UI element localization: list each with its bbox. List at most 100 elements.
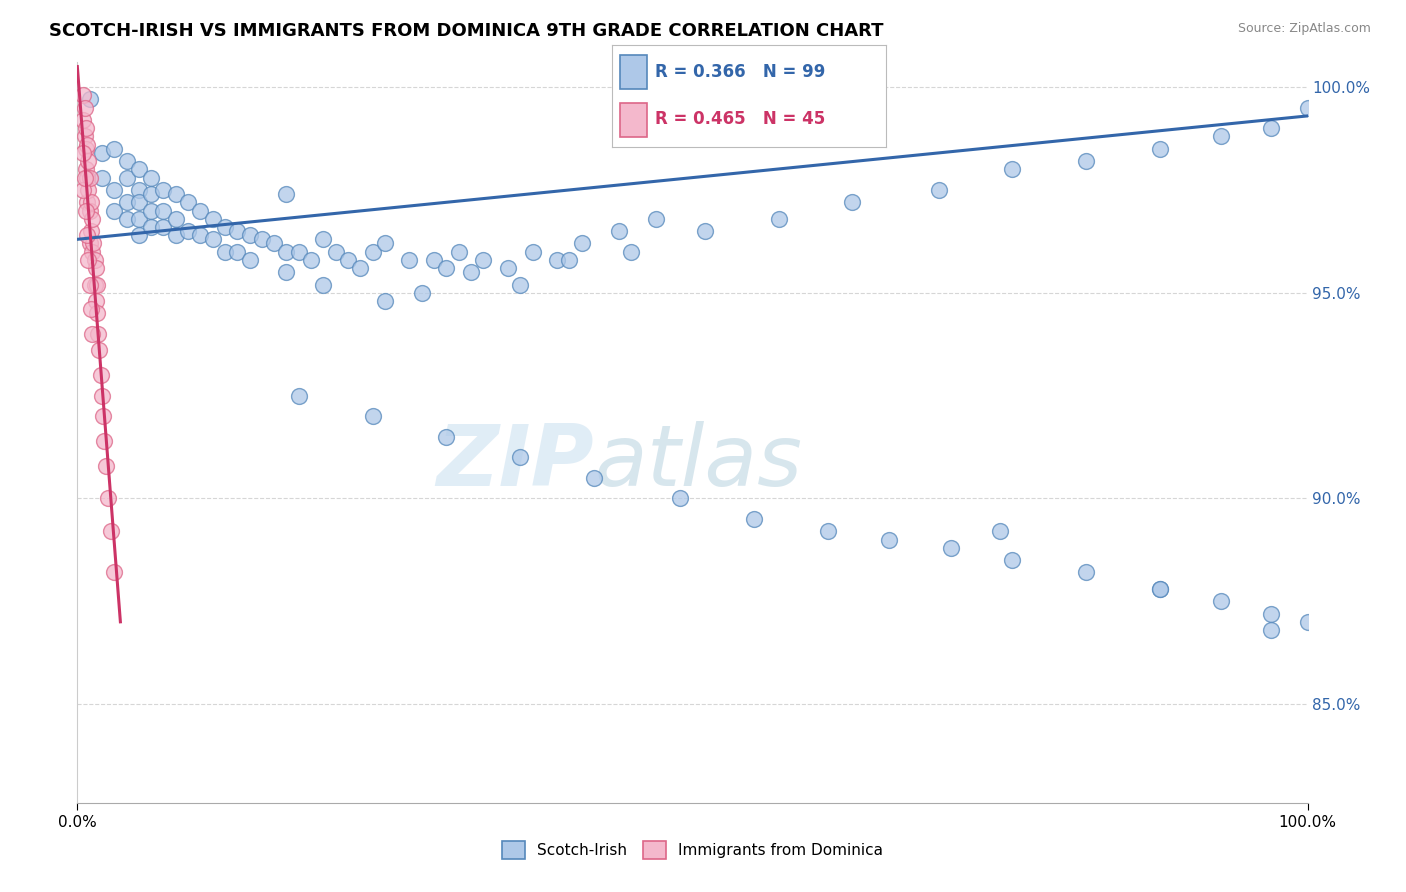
Point (115, 211, 138, 226)
Point (1076, 566, 1098, 580)
Point (77, 154, 100, 169)
Text: R = 0.366   N = 99: R = 0.366 N = 99 (655, 63, 825, 81)
Legend: Scotch-Irish, Immigrants from Dominica: Scotch-Irish, Immigrants from Dominica (496, 835, 889, 865)
Point (190, 228, 212, 243)
Point (97, 491, 120, 506)
Point (988, 524, 1011, 539)
Point (177, 224, 200, 238)
Point (100, 524, 122, 539)
Point (312, 277, 335, 292)
Point (1211, 594, 1233, 608)
Point (128, 228, 150, 243)
Text: R = 0.465   N = 45: R = 0.465 N = 45 (655, 111, 825, 128)
Point (1260, 623, 1282, 637)
Point (325, 244, 347, 259)
Point (361, 244, 384, 259)
Point (76, 228, 98, 243)
Point (349, 261, 371, 276)
Point (472, 252, 495, 267)
Point (1211, 129, 1233, 144)
Point (768, 211, 790, 226)
Point (90, 170, 114, 185)
Point (436, 261, 458, 276)
Point (583, 471, 606, 485)
Point (79, 203, 101, 218)
Point (571, 236, 593, 251)
Point (374, 236, 396, 251)
Text: Source: ZipAtlas.com: Source: ZipAtlas.com (1237, 22, 1371, 36)
Point (190, 203, 212, 218)
Point (82, 244, 104, 259)
Point (165, 211, 187, 226)
Point (72, 113, 94, 128)
Point (128, 183, 150, 197)
Point (82, 211, 104, 226)
Point (644, 211, 666, 226)
Point (73, 129, 96, 144)
Point (226, 244, 249, 259)
Point (86, 306, 108, 320)
Point (141, 203, 163, 218)
Point (89, 343, 111, 358)
Point (214, 244, 236, 259)
Point (1001, 162, 1024, 177)
Point (841, 195, 863, 210)
Point (75, 162, 97, 177)
Text: SCOTCH-IRISH VS IMMIGRANTS FROM DOMINICA 9TH GRADE CORRELATION CHART: SCOTCH-IRISH VS IMMIGRANTS FROM DOMINICA… (49, 22, 884, 40)
Point (1149, 582, 1171, 596)
Point (152, 203, 174, 218)
Point (82, 326, 104, 341)
Point (94, 458, 117, 473)
Point (299, 252, 322, 267)
Point (73, 101, 96, 115)
Point (226, 224, 249, 238)
Point (152, 183, 174, 197)
Point (80, 224, 103, 238)
Point (115, 154, 138, 169)
Point (90, 388, 114, 402)
Point (79, 170, 101, 185)
Point (90, 145, 114, 160)
Point (693, 224, 716, 238)
Point (817, 524, 839, 539)
Point (276, 244, 298, 259)
Point (1296, 615, 1319, 629)
Point (128, 162, 150, 177)
Point (72, 145, 94, 160)
Point (165, 187, 187, 202)
Point (447, 244, 470, 259)
Point (250, 232, 273, 246)
Point (1149, 582, 1171, 596)
Point (411, 285, 433, 300)
Point (337, 252, 360, 267)
Point (276, 265, 298, 279)
Point (374, 293, 396, 308)
Point (72, 183, 94, 197)
Point (115, 170, 138, 185)
Point (152, 219, 174, 234)
Point (91, 409, 114, 424)
Point (436, 430, 458, 444)
Point (276, 187, 298, 202)
Point (103, 183, 125, 197)
Point (1260, 607, 1282, 621)
Text: atlas: atlas (595, 421, 801, 504)
Point (86, 277, 108, 292)
Point (361, 409, 384, 424)
Point (83, 277, 105, 292)
Point (75, 142, 97, 156)
Point (141, 170, 163, 185)
Point (90, 368, 112, 382)
FancyBboxPatch shape (620, 103, 647, 137)
Point (83, 252, 105, 267)
Point (460, 265, 482, 279)
Point (398, 252, 420, 267)
Point (1260, 121, 1282, 136)
Point (103, 566, 125, 580)
Point (72, 88, 94, 103)
Point (82, 236, 104, 251)
Point (742, 512, 765, 526)
Point (1076, 154, 1098, 169)
Point (76, 195, 98, 210)
Point (73, 170, 96, 185)
